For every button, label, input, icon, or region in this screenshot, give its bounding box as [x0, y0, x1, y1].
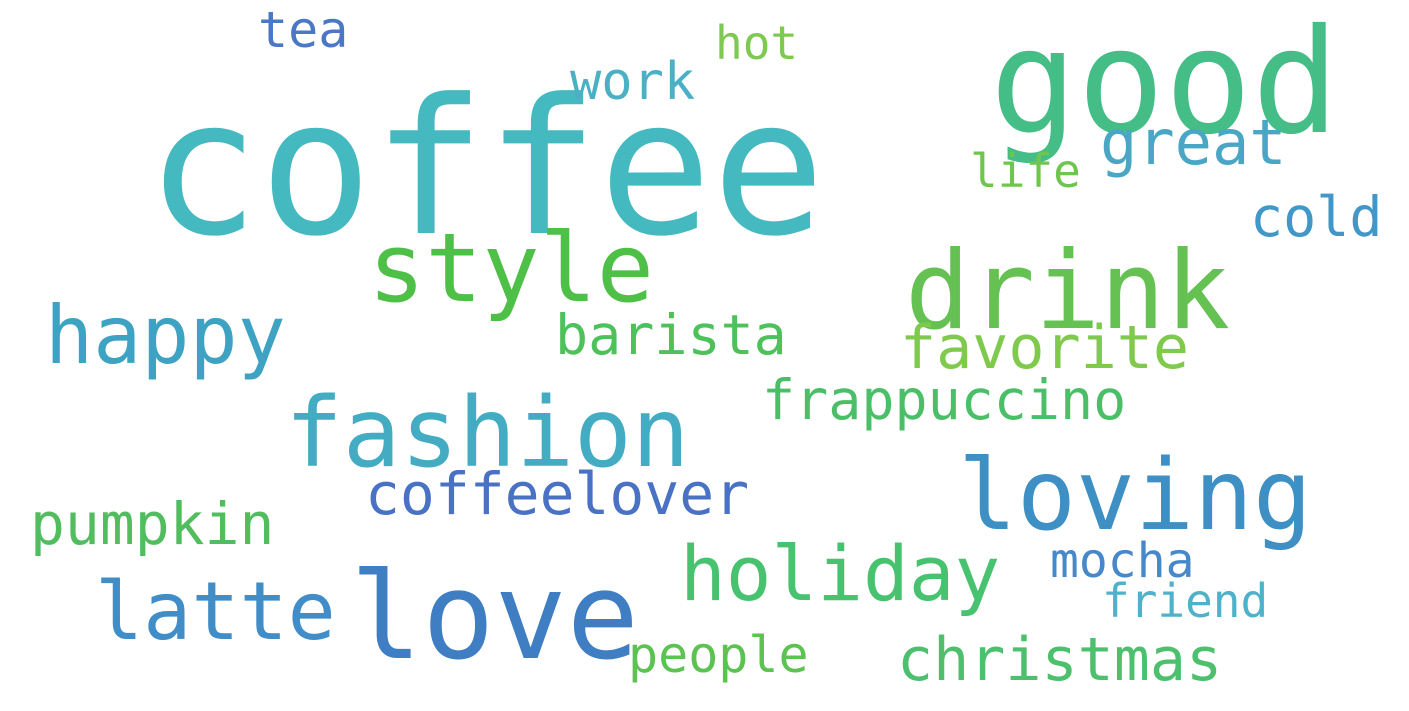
word-coffeelover: coffeelover	[365, 460, 750, 528]
word-happy: happy	[45, 289, 286, 382]
word-work: work	[570, 52, 696, 112]
word-pumpkin: pumpkin	[30, 490, 275, 558]
word-people: people	[628, 626, 809, 684]
word-latte: latte	[95, 565, 336, 658]
word-drink: drink	[905, 229, 1231, 354]
word-life: life	[970, 144, 1081, 198]
word-style: style	[368, 214, 654, 324]
word-cold: cold	[1250, 185, 1383, 249]
word-friend: friend	[1102, 574, 1269, 628]
word-christmas: christmas	[897, 625, 1223, 695]
word-hot: hot	[715, 16, 799, 70]
word-favorite: favorite	[900, 313, 1189, 383]
word-loving: loving	[958, 439, 1313, 553]
word-barista: barista	[555, 303, 787, 367]
word-tea: tea	[258, 1, 349, 59]
word-coffee: coffee	[146, 59, 826, 278]
word-holiday: holiday	[680, 529, 1001, 618]
word-great: great	[1100, 106, 1287, 179]
word-love: love	[350, 548, 639, 687]
word-good: good	[990, 0, 1340, 167]
word-fashion: fashion	[285, 377, 690, 489]
word-frappuccino: frappuccino	[762, 368, 1127, 432]
word-mocha: mocha	[1050, 533, 1195, 589]
